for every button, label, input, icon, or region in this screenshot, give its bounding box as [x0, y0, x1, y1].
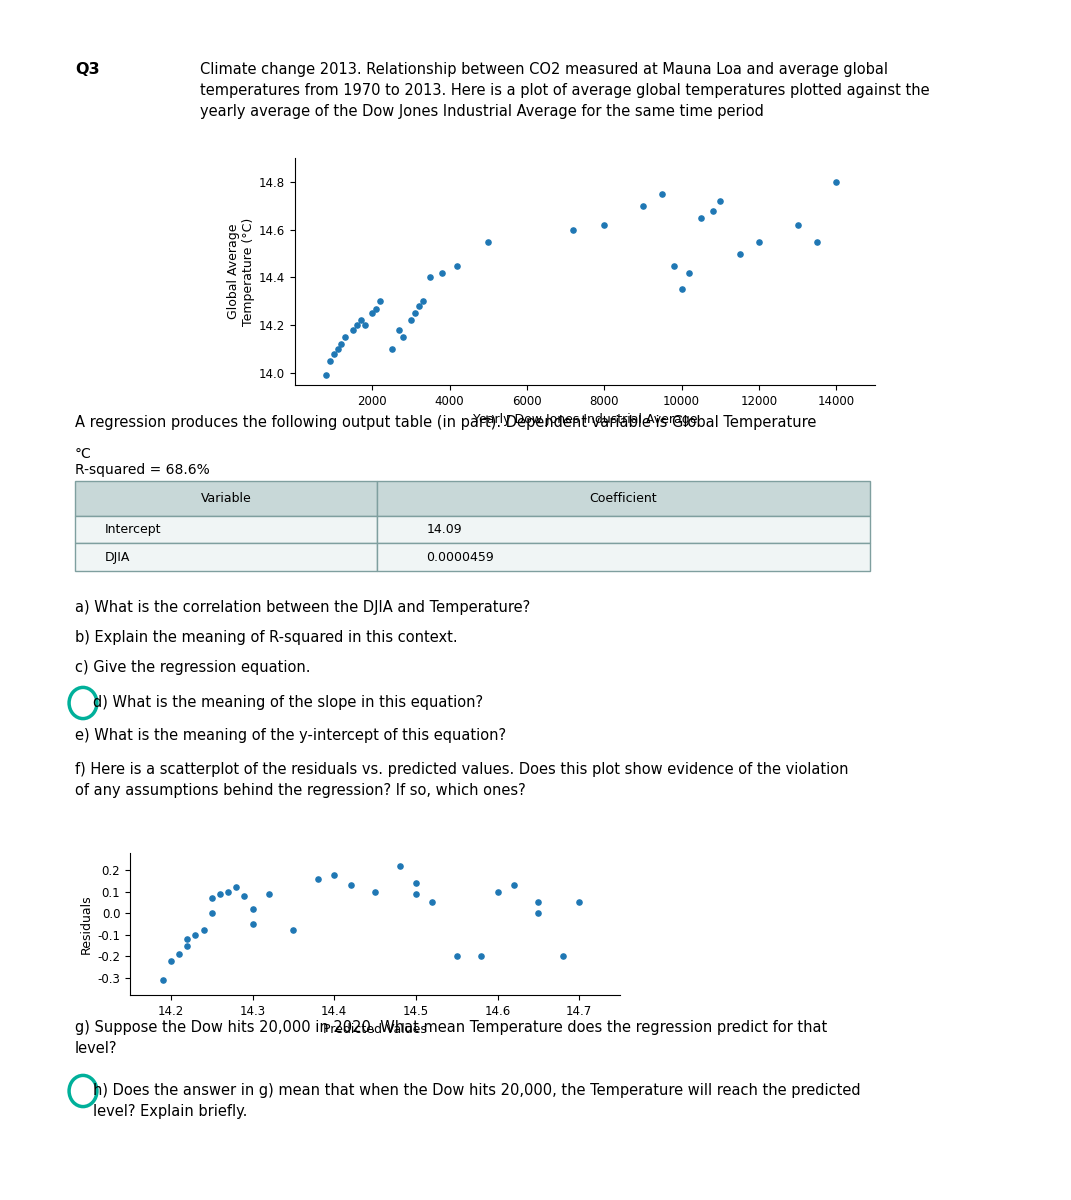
Point [693, 208, 710, 227]
Point [220, 882, 237, 901]
Point [179, 930, 196, 949]
X-axis label: Yearly Dow Jones Industrial Average: Yearly Dow Jones Industrial Average [472, 413, 697, 426]
Point [809, 232, 826, 251]
Point [681, 263, 698, 282]
Text: Climate change 2013. Relationship between CO2 measured at Mauna Loa and average : Climate change 2013. Relationship betwee… [200, 62, 930, 119]
Point [367, 299, 384, 318]
Point [555, 947, 572, 966]
Point [342, 876, 359, 895]
Point [244, 914, 261, 934]
Point [424, 893, 441, 912]
Point [326, 344, 343, 364]
Point [236, 887, 253, 906]
Text: A regression produces the following output table (in part). Dependent variable i: A regression produces the following outp… [75, 415, 816, 430]
Point [366, 882, 383, 901]
Point [434, 263, 451, 282]
Text: h) Does the answer in g) mean that when the Dow hits 20,000, the Temperature wil: h) Does the answer in g) mean that when … [93, 1082, 861, 1118]
Point [391, 320, 408, 340]
Point [170, 944, 187, 964]
Point [333, 335, 350, 354]
Point [634, 196, 651, 215]
Point [410, 296, 427, 316]
Text: d) What is the meaning of the slope in this equation?: d) What is the meaning of the slope in t… [93, 695, 483, 710]
Point [244, 899, 261, 918]
Point [163, 950, 180, 970]
Point [179, 936, 196, 955]
Point [321, 352, 338, 371]
Y-axis label: Global Average
Temperature (°C): Global Average Temperature (°C) [227, 217, 255, 325]
Point [506, 876, 523, 895]
Point [414, 292, 432, 311]
Point [789, 215, 806, 234]
Point [310, 869, 327, 888]
Text: b) Explain the meaning of R-squared in this context.: b) Explain the meaning of R-squared in t… [75, 630, 457, 646]
Text: g) Suppose the Dow hits 20,000 in 2020. What mean Temperature does the regressio: g) Suppose the Dow hits 20,000 in 2020. … [75, 1020, 827, 1056]
Point [571, 893, 588, 912]
Point [383, 340, 401, 359]
Point [406, 304, 423, 323]
Point [673, 280, 690, 299]
Point [395, 328, 412, 347]
Point [403, 311, 420, 330]
Point [407, 874, 424, 893]
Point [326, 865, 343, 884]
Point [448, 947, 465, 966]
Text: c) Give the regression equation.: c) Give the regression equation. [75, 660, 311, 674]
Y-axis label: Residuals: Residuals [80, 894, 93, 954]
Point [653, 185, 670, 204]
Point [203, 904, 221, 923]
Point [449, 256, 466, 275]
Point [356, 316, 373, 335]
Point [489, 882, 507, 901]
Text: a) What is the correlation between the DJIA and Temperature?: a) What is the correlation between the D… [75, 600, 530, 614]
Text: e) What is the meaning of the y-intercept of this equation?: e) What is the meaning of the y-intercep… [75, 728, 507, 743]
Point [372, 292, 389, 311]
Point [564, 220, 582, 239]
Point [228, 878, 245, 898]
Point [422, 268, 439, 287]
Point [186, 925, 203, 944]
Point [285, 920, 302, 940]
Point [595, 215, 613, 234]
Point [260, 884, 277, 904]
Point [211, 884, 228, 904]
Point [472, 947, 489, 966]
Point [203, 888, 221, 907]
Point [317, 366, 334, 385]
Point [352, 311, 369, 330]
Point [712, 192, 729, 211]
Text: °C: °C [75, 448, 92, 461]
Point [407, 884, 424, 904]
Point [195, 920, 212, 940]
Text: R-squared = 68.6%: R-squared = 68.6% [75, 463, 210, 476]
Point [731, 244, 749, 263]
Point [336, 328, 353, 347]
Point [751, 232, 768, 251]
Point [828, 173, 845, 192]
Text: f) Here is a scatterplot of the residuals vs. predicted values. Does this plot s: f) Here is a scatterplot of the residual… [75, 762, 848, 798]
Point [154, 971, 171, 990]
Point [530, 904, 547, 923]
Point [480, 232, 497, 251]
Point [530, 893, 547, 912]
Point [345, 320, 362, 340]
Point [329, 340, 346, 359]
Text: Q3: Q3 [75, 62, 100, 77]
Point [704, 200, 721, 220]
Point [665, 256, 682, 275]
Point [348, 316, 365, 335]
X-axis label: Predicted Values: Predicted Values [323, 1024, 427, 1037]
Point [391, 857, 408, 876]
Point [364, 304, 381, 323]
